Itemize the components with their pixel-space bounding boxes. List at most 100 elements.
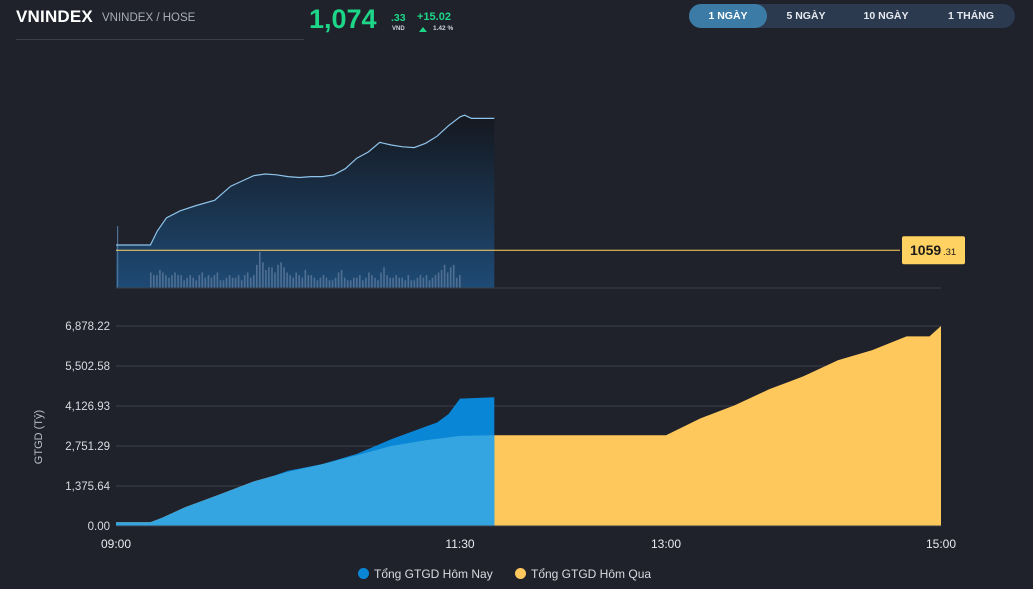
volume-bar	[413, 280, 416, 289]
volume-bar	[277, 264, 279, 289]
price-chart: 1059 .31	[116, 114, 965, 289]
volume-bar	[301, 277, 304, 288]
volume-bar	[298, 275, 300, 288]
volume-bar	[262, 262, 264, 288]
y-tick-label: 0.00	[88, 521, 110, 533]
volume-bar	[398, 277, 400, 288]
volume-bar	[283, 267, 285, 288]
volume-bar	[265, 269, 267, 288]
volume-bar	[416, 277, 419, 288]
volume-bar	[359, 275, 361, 288]
period-1-month-button[interactable]: 1 THÁNG	[947, 10, 995, 22]
volume-bar	[210, 277, 213, 288]
reference-price-dec: .31	[943, 247, 956, 258]
price-line	[116, 114, 495, 246]
x-tick-label: 15:00	[926, 537, 956, 551]
volume-bar	[346, 280, 349, 289]
volume-bar	[440, 269, 443, 288]
volume-bar	[368, 272, 370, 288]
volume-bar	[443, 264, 446, 289]
currency-label: VND	[392, 26, 405, 32]
volume-bar	[216, 272, 219, 288]
volume-bar	[343, 277, 346, 288]
volume-bar	[201, 272, 204, 288]
volume-bar	[165, 275, 167, 288]
y-tick-label: 1,375.64	[65, 481, 110, 493]
price-change: +15.02	[417, 11, 451, 23]
volume-bar	[222, 280, 225, 289]
volume-bar	[153, 275, 155, 288]
legend: Tổng GTGD Hôm Nay Tổng GTGD Hôm Qua	[0, 567, 1033, 585]
volume-bar	[292, 277, 294, 288]
volume-bar	[449, 267, 452, 288]
volume-bar	[383, 267, 385, 288]
title-block: VNINDEX VNINDEX / HOSE	[16, 7, 304, 40]
volume-bar	[268, 267, 270, 288]
volume-bar	[349, 280, 352, 289]
volume-bar	[117, 226, 119, 288]
volume-bar	[162, 272, 164, 288]
legend-marker-yesterday	[515, 568, 526, 579]
y-axis-label: GTGD (Tỷ)	[33, 410, 45, 464]
volume-bar	[380, 272, 382, 288]
x-tick-labels: 09:00 11:30 13:00 15:00	[101, 537, 956, 551]
volume-bar	[362, 280, 364, 289]
volume-bar	[313, 277, 316, 288]
volume-bar	[304, 269, 307, 288]
volume-bar	[228, 275, 231, 288]
volume-bar	[334, 277, 337, 288]
volume-bar	[419, 275, 422, 288]
volume-bar	[365, 277, 367, 288]
volume-bar	[452, 264, 455, 289]
period-1-day-button[interactable]: 1 NGÀY	[689, 4, 767, 28]
volume-bar	[204, 277, 207, 288]
volume-bars	[117, 226, 461, 289]
legend-label-yesterday: Tổng GTGD Hôm Qua	[531, 567, 652, 581]
up-arrow-icon	[419, 27, 427, 32]
volume-bar	[253, 275, 255, 288]
y-tick-label: 4,126.93	[65, 401, 110, 413]
volume-bar	[374, 277, 376, 288]
volume-bar	[150, 272, 152, 288]
volume-bar	[410, 280, 413, 289]
volume-bar	[386, 275, 388, 288]
volume-bar	[177, 275, 179, 288]
volume-bar	[289, 275, 291, 288]
volume-bar	[428, 280, 431, 289]
price-area	[116, 115, 495, 288]
volume-bar	[189, 275, 191, 288]
volume-bar	[274, 272, 276, 288]
volume-bar	[316, 280, 319, 289]
volume-bar	[213, 275, 216, 288]
value-chart: 0.00 1,375.64 2,751.29 4,126.93 5,502.58 6,87…	[33, 321, 956, 551]
reference-price-label	[902, 236, 965, 265]
volume-bar	[356, 277, 358, 288]
legend-item-yesterday[interactable]: Tổng GTGD Hôm Qua	[515, 567, 651, 581]
x-tick-label: 11:30	[445, 537, 474, 551]
legend-marker-today	[358, 568, 369, 579]
volume-bar	[371, 275, 373, 288]
period-10-days-button[interactable]: 10 NGÀY	[863, 10, 909, 22]
volume-bar	[256, 264, 258, 289]
volume-bar	[159, 269, 161, 288]
y-tick-labels: 0.00 1,375.64 2,751.29 4,126.93 5,502.58 6,87…	[65, 321, 110, 533]
volume-bar	[186, 277, 188, 288]
series-today-inner-area	[116, 435, 495, 526]
x-tick-label: 13:00	[651, 537, 681, 551]
period-5-days-button[interactable]: 5 NGÀY	[786, 10, 826, 22]
x-tick-label: 09:00	[101, 537, 131, 551]
y-tick-label: 6,878.22	[65, 321, 110, 333]
legend-item-today[interactable]: Tổng GTGD Hôm Nay	[358, 567, 493, 581]
volume-bar	[225, 277, 228, 288]
volume-bar	[404, 280, 406, 289]
volume-bar	[243, 275, 246, 288]
y-tick-label: 5,502.58	[65, 361, 110, 373]
volume-bar	[434, 275, 437, 288]
volume-bar	[286, 272, 288, 288]
volume-bar	[237, 275, 240, 288]
volume-bar	[171, 275, 173, 288]
volume-bar	[156, 275, 158, 288]
volume-bar	[425, 275, 428, 288]
y-tick-label: 2,751.29	[65, 441, 110, 453]
